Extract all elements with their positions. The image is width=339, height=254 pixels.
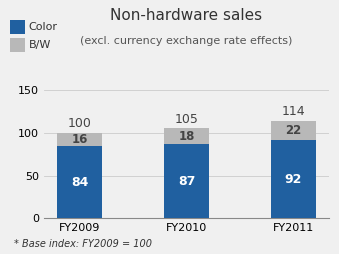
Bar [271,121,316,140]
Text: 16: 16 [71,133,88,146]
Text: * Base index: FY2009 = 100: * Base index: FY2009 = 100 [14,239,152,249]
Text: 114: 114 [282,105,305,118]
Text: B/W: B/W [29,40,51,50]
Text: 84: 84 [71,176,88,189]
Bar [57,133,102,146]
Text: 100: 100 [67,117,92,130]
Text: 92: 92 [285,172,302,185]
Text: (excl. currency exchange rate effects): (excl. currency exchange rate effects) [80,36,293,45]
Text: Color: Color [29,22,58,33]
Text: 18: 18 [178,130,195,143]
Bar [164,144,209,218]
Text: Non-hardware sales: Non-hardware sales [111,8,262,23]
Bar [271,140,316,218]
Text: 22: 22 [285,124,302,137]
Bar [164,129,209,144]
Text: 105: 105 [175,113,198,126]
Text: 87: 87 [178,175,195,188]
Bar [57,146,102,218]
